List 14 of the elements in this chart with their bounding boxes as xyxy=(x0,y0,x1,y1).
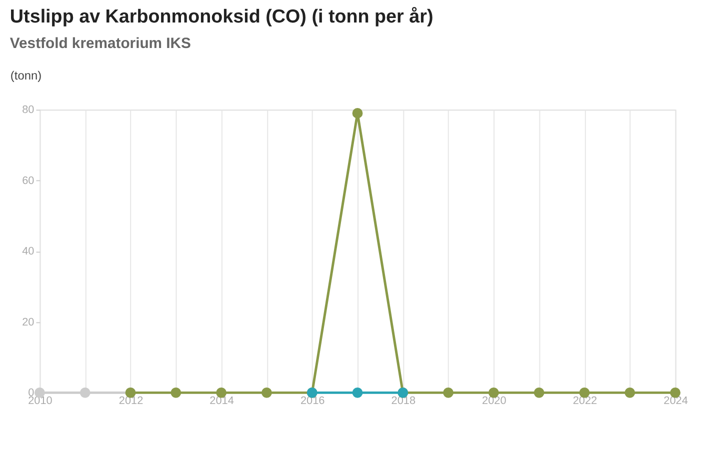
y-tick-label: 40 xyxy=(22,246,34,258)
x-tick-label: 2014 xyxy=(210,395,234,408)
y-tick-label: 20 xyxy=(22,316,34,328)
x-tick-label: 2016 xyxy=(300,395,325,408)
x-tick-label: 2020 xyxy=(482,395,506,408)
x-tick-label: 2024 xyxy=(664,395,688,408)
chart-subtitle: Vestfold krematorium IKS xyxy=(10,36,192,52)
y-axis-title: (tonn) xyxy=(10,68,42,82)
chart-title: Utslipp av Karbonmonoksid (CO) (i tonn per år) xyxy=(10,5,434,26)
x-tick-label: 2012 xyxy=(118,395,144,408)
x-tick-label: 2018 xyxy=(391,395,416,408)
y-tick-label: 80 xyxy=(22,104,34,116)
y-tick-label: 60 xyxy=(22,174,34,187)
x-tick-label: 2022 xyxy=(572,395,598,408)
